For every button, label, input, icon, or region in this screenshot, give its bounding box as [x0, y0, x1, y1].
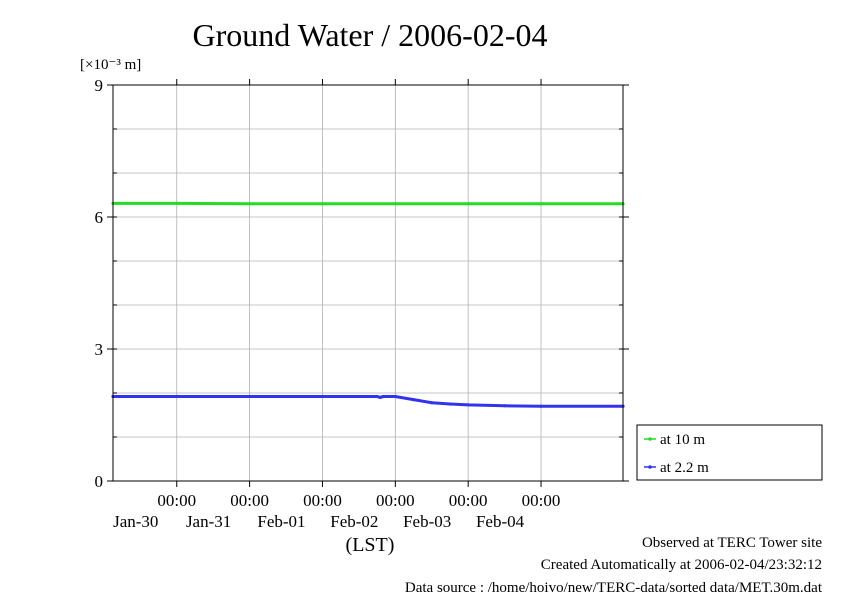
legend-label-at-2-2m: at 2.2 m: [660, 460, 709, 476]
x-tick-label-date: Feb-04: [476, 512, 525, 531]
x-tick-label-time: 00:00: [376, 491, 415, 510]
y-tick-label: 6: [95, 208, 104, 227]
series-point-1: [379, 396, 382, 399]
series-point-1: [539, 405, 542, 408]
series-line-1: [113, 397, 623, 407]
series-point-1: [175, 395, 178, 398]
x-tick-label-date: Feb-02: [330, 512, 378, 531]
series-point-0: [467, 202, 470, 205]
y-tick-label: 3: [95, 340, 104, 359]
x-tick-label-time: 00:00: [522, 491, 561, 510]
x-tick-label-date: Jan-30: [113, 512, 158, 531]
axis-ticks: 0 3 6 9 00:00 Jan-30 00:00 Jan-31 00:00 Feb-01 00:…: [95, 76, 630, 531]
legend-marker-at-10m: [648, 437, 652, 441]
legend-marker-at-2-2m: [648, 465, 652, 469]
chart-title: Ground Water / 2006-02-04: [193, 17, 548, 53]
series-point-0: [394, 202, 397, 205]
series-point-1: [321, 395, 324, 398]
x-tick-label-date: Feb-03: [403, 512, 451, 531]
grid-lines: [113, 85, 623, 481]
series-point-1: [503, 404, 506, 407]
series-point-1: [412, 398, 415, 401]
x-tick-label-time: 00:00: [230, 491, 269, 510]
x-tick-label-time: 00:00: [157, 491, 196, 510]
series-point-1: [448, 402, 451, 405]
series-point-1: [430, 401, 433, 404]
series-point-1: [376, 395, 379, 398]
footer-source: Data source : /home/hoivo/new/TERC-data/…: [405, 580, 822, 597]
x-tick-label-time: 00:00: [449, 491, 488, 510]
y-axis-unit-label: [×10⁻³ m]: [80, 57, 141, 73]
y-tick-label: 9: [95, 76, 104, 95]
x-tick-label-time: 00:00: [303, 491, 342, 510]
series-point-1: [248, 395, 251, 398]
y-tick-label: 0: [95, 472, 104, 491]
series-point-0: [321, 202, 324, 205]
footer-observed: Observed at TERC Tower site: [642, 535, 822, 552]
x-axis-label: (LST): [346, 534, 395, 556]
series-point-0: [175, 202, 178, 205]
x-tick-label-date: Jan-31: [186, 512, 231, 531]
series-point-0: [248, 202, 251, 205]
x-tick-label-date: Feb-01: [257, 512, 305, 531]
legend: at 10 m at 2.2 m: [637, 425, 822, 480]
series-point-0: [539, 202, 542, 205]
footer-created: Created Automatically at 2006-02-04/23:3…: [541, 557, 822, 574]
series-point-1: [394, 395, 397, 398]
legend-label-at-10m: at 10 m: [660, 432, 705, 448]
series-point-1: [467, 403, 470, 406]
series-point-1: [382, 395, 385, 398]
plot-frame: [113, 85, 623, 481]
